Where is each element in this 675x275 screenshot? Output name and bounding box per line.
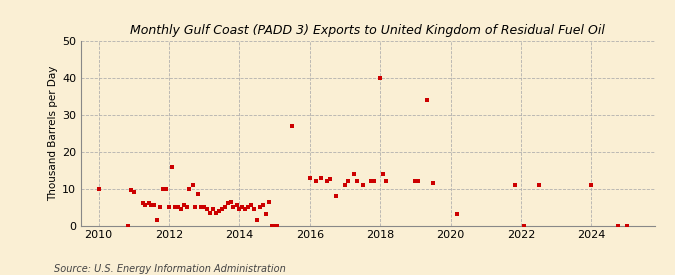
Point [193, 192, 204, 196]
Point [366, 179, 377, 183]
Point [158, 186, 169, 191]
Point [184, 186, 195, 191]
Point [252, 218, 263, 222]
Point [219, 205, 230, 209]
Point [240, 207, 251, 211]
Point [342, 179, 353, 183]
Point [167, 164, 178, 169]
Point [205, 210, 215, 215]
Point [148, 203, 159, 207]
Point [304, 175, 315, 180]
Point [152, 218, 163, 222]
Point [331, 194, 342, 198]
Point [228, 205, 239, 209]
Point [375, 76, 385, 80]
Point [263, 199, 274, 204]
Point [410, 179, 421, 183]
Point [510, 183, 520, 187]
Point [272, 223, 283, 228]
Point [381, 179, 392, 183]
Point [322, 179, 333, 183]
Point [93, 186, 104, 191]
Point [267, 223, 277, 228]
Point [413, 179, 424, 183]
Point [348, 172, 359, 176]
Point [621, 223, 632, 228]
Point [427, 181, 438, 185]
Point [172, 205, 183, 209]
Point [231, 203, 242, 207]
Point [161, 186, 171, 191]
Y-axis label: Thousand Barrels per Day: Thousand Barrels per Day [48, 66, 58, 201]
Point [163, 205, 174, 209]
Point [211, 210, 221, 215]
Point [533, 183, 544, 187]
Point [199, 205, 210, 209]
Point [137, 201, 148, 206]
Point [243, 205, 254, 209]
Point [377, 172, 388, 176]
Point [213, 208, 224, 213]
Point [612, 223, 623, 228]
Point [369, 179, 379, 183]
Point [357, 183, 368, 187]
Point [146, 203, 157, 207]
Point [351, 179, 362, 183]
Point [178, 203, 189, 207]
Point [190, 205, 200, 209]
Point [237, 205, 248, 209]
Title: Monthly Gulf Coast (PADD 3) Exports to United Kingdom of Residual Fuel Oil: Monthly Gulf Coast (PADD 3) Exports to U… [130, 24, 605, 37]
Text: Source: U.S. Energy Information Administration: Source: U.S. Energy Information Administ… [54, 264, 286, 274]
Point [202, 207, 213, 211]
Point [140, 203, 151, 207]
Point [122, 223, 133, 228]
Point [187, 183, 198, 187]
Point [176, 207, 186, 211]
Point [518, 223, 529, 228]
Point [217, 207, 227, 211]
Point [261, 212, 271, 217]
Point [287, 124, 298, 128]
Point [316, 175, 327, 180]
Point [246, 203, 256, 207]
Point [181, 205, 192, 209]
Point [155, 205, 165, 209]
Point [586, 183, 597, 187]
Point [222, 201, 233, 206]
Point [340, 183, 350, 187]
Point [234, 207, 245, 211]
Point [310, 179, 321, 183]
Point [208, 207, 219, 211]
Point [258, 203, 269, 207]
Point [196, 205, 207, 209]
Point [126, 188, 136, 193]
Point [254, 205, 265, 209]
Point [249, 207, 260, 211]
Point [325, 177, 335, 182]
Point [128, 190, 139, 194]
Point [451, 212, 462, 217]
Point [143, 201, 154, 206]
Point [422, 98, 433, 102]
Point [269, 223, 280, 228]
Point [225, 199, 236, 204]
Point [169, 205, 180, 209]
